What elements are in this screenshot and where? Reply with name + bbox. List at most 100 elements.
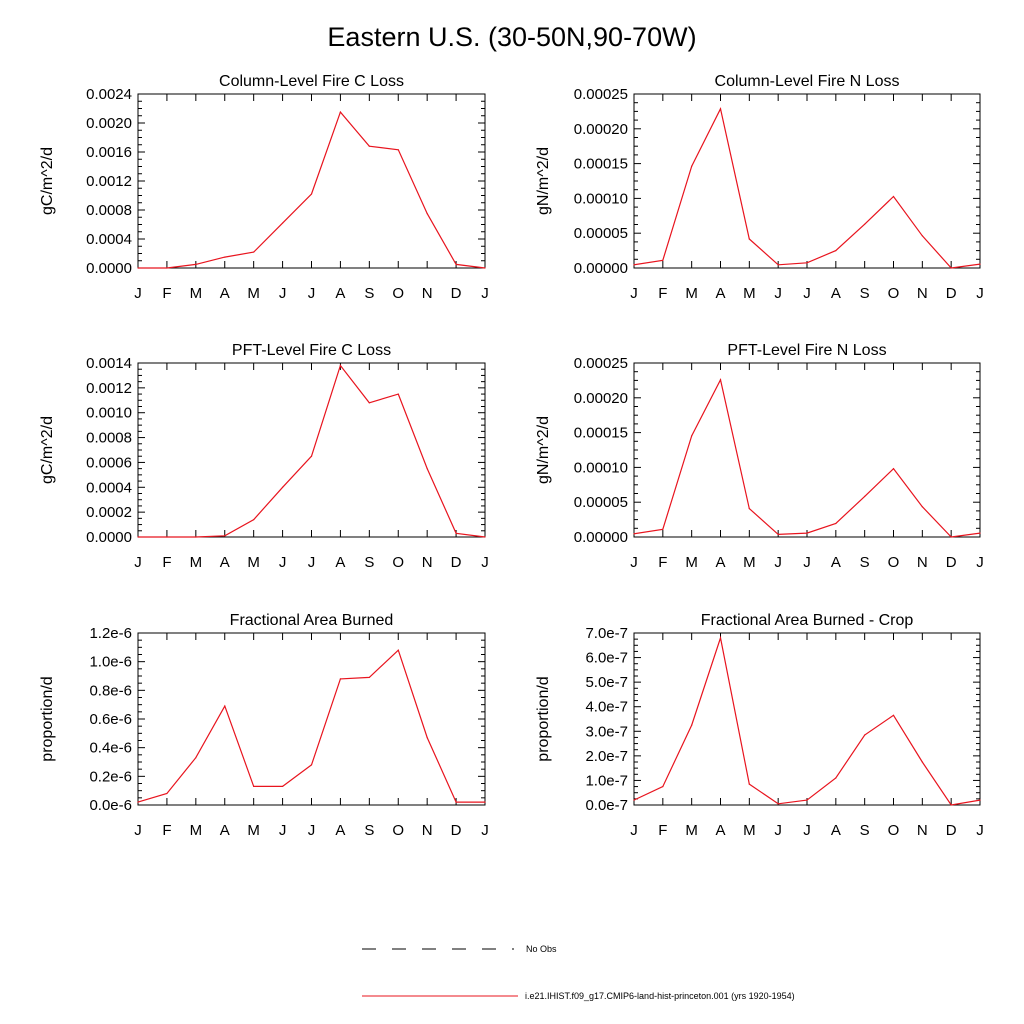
x-tick-label: J bbox=[308, 554, 316, 571]
chart-panel-3: PFT-Level Fire C Loss gC/m^2/d 0.0000 0.000… bbox=[39, 342, 489, 571]
data-point bbox=[484, 267, 486, 269]
data-point bbox=[979, 532, 981, 534]
y-tick-label: 0.0000 bbox=[86, 260, 132, 277]
y-tick-label: 0.0012 bbox=[86, 173, 132, 190]
y-tick-label: 0.0016 bbox=[86, 144, 132, 161]
x-tick-label: J bbox=[976, 822, 984, 839]
data-point bbox=[892, 195, 895, 198]
x-tick-label: A bbox=[220, 554, 230, 571]
data-point bbox=[921, 506, 923, 508]
data-point bbox=[921, 235, 923, 237]
y-tick-label: 0.0e-6 bbox=[89, 797, 132, 814]
x-tick-label: J bbox=[308, 822, 316, 839]
data-point bbox=[633, 533, 635, 535]
y-tick-label: 0.0002 bbox=[86, 504, 132, 521]
y-tick-label: 0.0014 bbox=[86, 355, 132, 372]
x-tick-label: M bbox=[247, 285, 260, 302]
data-point bbox=[195, 757, 197, 759]
y-tick-label: 0.00025 bbox=[574, 86, 628, 103]
chart-title: PFT-Level Fire C Loss bbox=[232, 342, 391, 359]
y-tick-label: 7.0e-7 bbox=[585, 625, 628, 642]
data-point bbox=[137, 801, 139, 803]
data-point bbox=[281, 785, 284, 787]
data-point bbox=[166, 536, 168, 538]
data-point bbox=[426, 213, 428, 215]
x-tick-label: A bbox=[220, 285, 230, 302]
plot-frame bbox=[137, 632, 486, 806]
x-tick-label: O bbox=[392, 554, 404, 571]
x-tick-label: A bbox=[715, 554, 725, 571]
x-tick-label: N bbox=[422, 285, 433, 302]
x-tick-label: N bbox=[917, 822, 928, 839]
x-tick-label: J bbox=[774, 554, 782, 571]
x-tick-label: J bbox=[803, 554, 811, 571]
x-tick-label: M bbox=[247, 554, 260, 571]
data-point bbox=[253, 251, 255, 253]
x-tick-label: J bbox=[774, 822, 782, 839]
y-tick-label: 0.00005 bbox=[574, 494, 628, 511]
x-tick-label: S bbox=[860, 285, 870, 302]
data-point bbox=[195, 263, 197, 265]
x-tick-label: F bbox=[162, 822, 171, 839]
x-tick-label: M bbox=[190, 554, 203, 571]
data-point bbox=[921, 761, 923, 763]
x-tick-label: F bbox=[658, 822, 667, 839]
x-tick-label: F bbox=[658, 554, 667, 571]
x-tick-label: J bbox=[279, 285, 287, 302]
y-tick-label: 5.0e-7 bbox=[585, 674, 628, 691]
data-point bbox=[691, 724, 693, 726]
data-point bbox=[777, 803, 779, 805]
data-point bbox=[979, 263, 981, 265]
y-tick-label: 0.00015 bbox=[574, 425, 628, 442]
data-point bbox=[253, 519, 255, 521]
data-point bbox=[455, 263, 457, 265]
x-tick-label: D bbox=[946, 554, 957, 571]
x-tick-label: J bbox=[976, 285, 984, 302]
x-tick-label: M bbox=[743, 822, 756, 839]
data-point bbox=[281, 486, 284, 488]
y-tick-label: 0.4e-6 bbox=[89, 740, 132, 757]
data-point bbox=[662, 259, 664, 261]
x-tick-label: M bbox=[685, 285, 698, 302]
data-point bbox=[224, 705, 226, 707]
y-tick-label: 1.0e-6 bbox=[89, 654, 132, 671]
y-tick-label: 0.2e-6 bbox=[89, 768, 132, 785]
data-point bbox=[166, 267, 168, 269]
plot-frame bbox=[137, 362, 486, 538]
data-point bbox=[397, 149, 399, 151]
y-axis-label: proportion/d bbox=[535, 676, 552, 761]
data-point bbox=[368, 402, 370, 404]
y-tick-label: 3.0e-7 bbox=[585, 723, 628, 740]
x-tick-label: M bbox=[743, 554, 756, 571]
y-tick-label: 1.0e-7 bbox=[585, 772, 628, 789]
data-point bbox=[806, 262, 808, 264]
x-tick-label: J bbox=[803, 822, 811, 839]
x-tick-label: O bbox=[392, 285, 404, 302]
data-point bbox=[864, 223, 866, 225]
series-line bbox=[633, 378, 981, 538]
data-point bbox=[719, 379, 722, 381]
data-point bbox=[137, 267, 139, 269]
chart-panel-1: Column-Level Fire C Loss gC/m^2/d 0.0000 0.… bbox=[39, 73, 489, 302]
y-tick-label: 0.0006 bbox=[86, 454, 132, 471]
y-axis-label: gC/m^2/d bbox=[39, 147, 56, 215]
y-tick-label: 0.8e-6 bbox=[89, 682, 132, 699]
data-point bbox=[426, 737, 428, 739]
y-tick-label: 4.0e-7 bbox=[585, 699, 628, 716]
x-tick-label: D bbox=[451, 822, 462, 839]
data-point bbox=[662, 785, 664, 788]
series-line bbox=[137, 649, 485, 803]
plot-frame bbox=[633, 632, 981, 806]
x-tick-label: J bbox=[279, 554, 287, 571]
x-tick-label: A bbox=[335, 285, 345, 302]
x-tick-label: A bbox=[831, 554, 841, 571]
x-tick-label: M bbox=[190, 822, 203, 839]
y-tick-label: 0.0000 bbox=[86, 529, 132, 546]
y-tick-label: 1.2e-6 bbox=[89, 625, 132, 642]
x-tick-label: S bbox=[860, 554, 870, 571]
chart-title: Fractional Area Burned - Crop bbox=[701, 612, 914, 629]
x-tick-label: A bbox=[335, 822, 345, 839]
x-tick-label: F bbox=[162, 554, 171, 571]
